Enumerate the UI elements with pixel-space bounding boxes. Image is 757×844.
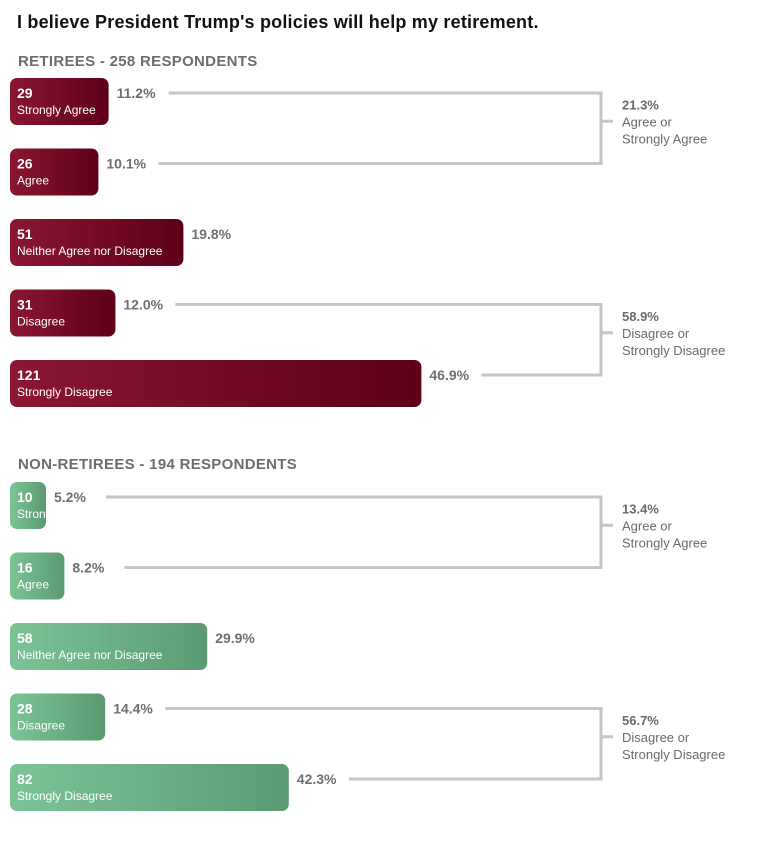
percent-label: 46.9%: [429, 367, 469, 383]
percent-label: 29.9%: [215, 630, 255, 646]
nonretirees-bar-row: 58 Neither Agree nor Disagree 29.9%: [10, 623, 255, 670]
nonretirees-bar-row: 82 Strongly Disagree 42.3%: [10, 764, 601, 811]
bar-category-label: Strongly Agree: [17, 103, 96, 117]
bar-category-label: Neither Agree nor Disagree: [17, 648, 163, 662]
retirees-summary-group: 58.9% Disagree or Strongly Disagree: [599, 303, 725, 377]
nonretirees-bar: [10, 693, 106, 741]
retirees-bar-row: 29 Strongly Agree 11.2%: [10, 78, 601, 125]
chart-title: I believe President Trump's policies wil…: [17, 12, 539, 32]
retirees-bar-row: 26 Agree 10.1%: [10, 148, 601, 196]
percent-label: 5.2%: [54, 489, 86, 505]
summary-label-line: Disagree or: [622, 326, 690, 341]
retirees-group-title: RETIREES - 258 RESPONDENTS: [18, 53, 258, 70]
summary-label-line: Agree or: [622, 518, 673, 533]
summary-label-line: Agree or: [622, 114, 673, 129]
bar-category-label: Agree: [17, 174, 49, 188]
nonretirees-bar-row: 16 Agree 8.2%: [10, 552, 601, 600]
bar-category-label: Disagree: [17, 719, 65, 733]
percent-label: 11.2%: [117, 85, 156, 101]
bar-count-label: 28: [17, 701, 33, 717]
bar-category-label: Neither Agree nor Disagree: [17, 244, 163, 258]
bar-category-label: Strongly Agree: [17, 507, 96, 521]
nonretirees-bar-row: 28 Disagree 14.4%: [10, 693, 601, 741]
bar-count-label: 31: [17, 297, 33, 313]
bar-count-label: 29: [17, 85, 33, 101]
summary-percent: 56.7%: [622, 713, 659, 728]
bar-category-label: Strongly Disagree: [17, 789, 113, 803]
retirees-bar-row: 51 Neither Agree nor Disagree 19.8%: [10, 219, 232, 266]
bar-category-label: Agree: [17, 578, 49, 592]
summary-label-line: Strongly Disagree: [622, 343, 725, 358]
bar-count-label: 16: [17, 560, 33, 576]
summary-label-line: Strongly Agree: [622, 535, 707, 550]
bar-category-label: Disagree: [17, 315, 65, 329]
summary-percent: 21.3%: [622, 97, 659, 112]
retirees-bar: [10, 360, 422, 407]
percent-label: 10.1%: [106, 156, 146, 172]
percent-label: 12.0%: [123, 297, 163, 313]
summary-label-line: Strongly Disagree: [622, 747, 725, 762]
retirees-bar-row: 121 Strongly Disagree 46.9%: [10, 360, 601, 407]
percent-label: 14.4%: [113, 701, 153, 717]
retirees-bar: [10, 78, 109, 125]
bar-count-label: 51: [17, 226, 33, 242]
retirees-summary-group: 21.3% Agree or Strongly Agree: [599, 91, 707, 165]
nonretirees-summary-group: 56.7% Disagree or Strongly Disagree: [599, 707, 725, 781]
percent-label: 19.8%: [191, 226, 231, 242]
nonretirees-bar: [10, 482, 46, 529]
summary-label-line: Strongly Agree: [622, 131, 707, 146]
nonretirees-bar-row: 10 Strongly Agree 5.2%: [10, 482, 601, 529]
bar-count-label: 10: [17, 489, 33, 505]
percent-label: 8.2%: [72, 560, 104, 576]
retirees-bar-row: 31 Disagree 12.0%: [10, 289, 601, 337]
percent-label: 42.3%: [297, 771, 337, 787]
retirees-bar: [10, 219, 184, 266]
bar-count-label: 26: [17, 156, 33, 172]
nonretirees-bar: [10, 764, 289, 811]
bar-category-label: Strongly Disagree: [17, 385, 113, 399]
nonretirees-group-title: NON-RETIREES - 194 RESPONDENTS: [18, 456, 298, 473]
summary-percent: 58.9%: [622, 309, 659, 324]
summary-percent: 13.4%: [622, 501, 659, 516]
retirees-bar: [10, 289, 116, 337]
nonretirees-bar: [10, 552, 65, 600]
bar-count-label: 82: [17, 771, 33, 787]
nonretirees-summary-group: 13.4% Agree or Strongly Agree: [599, 495, 707, 569]
retirees-bar: [10, 148, 99, 196]
bar-count-label: 121: [17, 367, 41, 383]
nonretirees-bar: [10, 623, 208, 670]
bar-count-label: 58: [17, 630, 33, 646]
summary-label-line: Disagree or: [622, 730, 690, 745]
